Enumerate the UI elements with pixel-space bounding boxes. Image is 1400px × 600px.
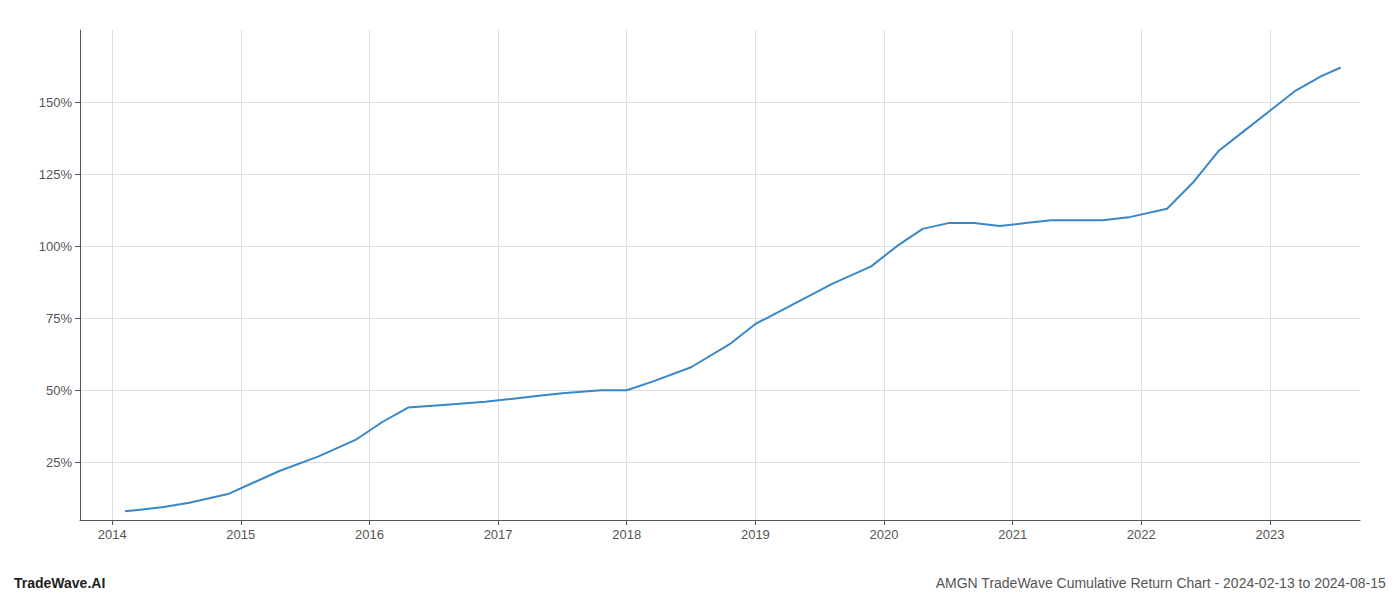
svg-text:2016: 2016 bbox=[355, 527, 384, 542]
svg-text:2015: 2015 bbox=[226, 527, 255, 542]
svg-text:AMGN TradeWave Cumulative Retu: AMGN TradeWave Cumulative Return Chart -… bbox=[936, 575, 1386, 591]
svg-text:2020: 2020 bbox=[870, 527, 899, 542]
svg-text:50%: 50% bbox=[46, 383, 72, 398]
svg-text:125%: 125% bbox=[39, 167, 73, 182]
svg-text:100%: 100% bbox=[39, 239, 73, 254]
svg-text:2021: 2021 bbox=[998, 527, 1027, 542]
svg-text:TradeWave.AI: TradeWave.AI bbox=[14, 575, 105, 591]
svg-text:2022: 2022 bbox=[1127, 527, 1156, 542]
svg-text:2014: 2014 bbox=[98, 527, 127, 542]
svg-text:75%: 75% bbox=[46, 311, 72, 326]
svg-text:150%: 150% bbox=[39, 95, 73, 110]
svg-text:25%: 25% bbox=[46, 455, 72, 470]
svg-text:2019: 2019 bbox=[741, 527, 770, 542]
svg-text:2018: 2018 bbox=[612, 527, 641, 542]
svg-text:2023: 2023 bbox=[1255, 527, 1284, 542]
svg-text:2017: 2017 bbox=[484, 527, 513, 542]
